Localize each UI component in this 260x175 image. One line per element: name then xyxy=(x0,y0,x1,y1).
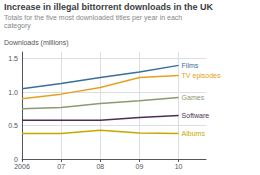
svg-text:TV episodes: TV episodes xyxy=(182,72,221,80)
svg-text:Films: Films xyxy=(182,62,199,69)
svg-text:09: 09 xyxy=(136,163,144,170)
svg-text:Increase in illegal bittorrent: Increase in illegal bittorrent downloads… xyxy=(4,2,214,12)
svg-text:0.5: 0.5 xyxy=(8,122,18,129)
svg-text:Downloads (millions): Downloads (millions) xyxy=(4,39,69,47)
svg-text:Albums: Albums xyxy=(182,130,206,137)
svg-text:1.5: 1.5 xyxy=(8,55,18,62)
svg-text:10: 10 xyxy=(175,163,183,170)
svg-text:0: 0 xyxy=(14,156,18,163)
svg-text:08: 08 xyxy=(96,163,104,170)
svg-text:Software: Software xyxy=(182,112,210,119)
svg-text:07: 07 xyxy=(57,163,65,170)
svg-text:1.0: 1.0 xyxy=(8,89,18,96)
svg-text:2006: 2006 xyxy=(14,163,30,170)
svg-text:Games: Games xyxy=(182,94,205,101)
svg-text:category: category xyxy=(4,22,31,30)
svg-text:Totals for the five most downl: Totals for the five most downloaded titl… xyxy=(4,14,184,22)
